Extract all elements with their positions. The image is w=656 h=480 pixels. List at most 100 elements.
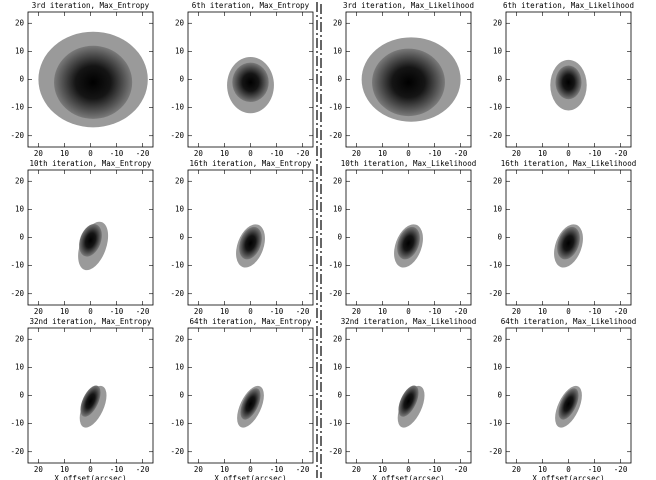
image-core [232,62,269,102]
x-axis-label: X offset(arcsec) [532,474,604,480]
y-tick-label: 0 [179,391,184,400]
x-tick-label: 0 [406,307,411,316]
panel: 32nd iteration, Max_Likelihood 20 10 0 -10 -2… [328,317,476,480]
x-tick-label: -10 [428,149,442,158]
y-tick-label: 10 [15,46,25,55]
x-tick-label: -20 [454,465,468,474]
panel-title: 32nd iteration, Max_Likelihood [341,317,476,326]
x-tick-label: 0 [88,307,93,316]
y-tick-label: -10 [488,419,502,428]
y-tick-label: -20 [10,447,24,456]
y-tick-label: -20 [488,447,502,456]
x-tick-label: 0 [88,465,93,474]
y-tick-label: 0 [337,233,342,242]
x-tick-label: -20 [296,307,310,316]
y-tick-label: 20 [493,334,503,343]
image-core [558,388,579,420]
y-tick-label: 0 [497,75,502,84]
x-tick-label: 0 [566,307,571,316]
x-tick-label: -20 [614,307,628,316]
y-tick-label: 20 [493,176,503,185]
x-tick-label: 20 [512,149,522,158]
y-tick-label: -20 [328,447,342,456]
x-tick-label: -10 [110,149,124,158]
image [550,59,587,111]
x-tick-label: 20 [352,307,362,316]
x-tick-label: -10 [110,465,124,474]
y-tick-label: -20 [488,289,502,298]
image [78,221,109,271]
image [38,31,148,128]
x-tick-label: 0 [88,149,93,158]
x-tick-label: -10 [588,465,602,474]
x-tick-label: -10 [588,149,602,158]
x-tick-label: -20 [136,465,150,474]
x-tick-label: -20 [136,149,150,158]
x-tick-label: 20 [34,149,44,158]
image-core [398,385,419,417]
panel-title: 10th iteration, Max_Likelihood [341,159,476,168]
x-tick-label: 20 [194,307,204,316]
image-core [397,226,420,260]
x-tick-label: -10 [428,465,442,474]
y-tick-label: 10 [493,46,503,55]
x-tick-label: 20 [352,465,362,474]
image [237,385,264,428]
y-tick-label: 20 [15,176,25,185]
y-tick-label: 20 [333,176,343,185]
x-tick-label: -20 [136,307,150,316]
x-tick-label: 20 [194,465,204,474]
y-tick-label: 10 [333,362,343,371]
y-tick-label: -10 [328,103,342,112]
x-tick-label: 0 [406,465,411,474]
y-tick-label: 10 [15,362,25,371]
x-axis-label: X offset(arcsec) [54,474,126,480]
x-tick-label: 0 [566,149,571,158]
y-tick-label: 20 [333,18,343,27]
y-tick-label: -10 [488,103,502,112]
y-tick-label: -10 [170,419,184,428]
image-core [54,45,133,119]
y-tick-label: 0 [19,391,24,400]
panel: 6th iteration, Max_Entropy 20 10 0 -10 -20 -20… [170,1,314,158]
y-tick-label: 0 [19,233,24,242]
y-tick-label: -20 [170,131,184,140]
y-tick-label: 0 [337,75,342,84]
x-tick-label: -20 [614,465,628,474]
x-tick-label: 10 [378,307,388,316]
y-tick-label: -10 [328,261,342,270]
y-tick-label: 0 [179,233,184,242]
x-tick-label: 10 [220,465,230,474]
x-tick-label: 20 [194,149,204,158]
image [236,224,265,268]
x-tick-label: 0 [248,465,253,474]
panel: 64th iteration, Max_Entropy 20 10 0 -10 -20 -2… [170,317,314,480]
y-tick-label: -10 [10,419,24,428]
x-tick-label: 0 [248,149,253,158]
x-tick-label: 20 [34,307,44,316]
y-tick-label: -20 [170,289,184,298]
y-tick-label: -20 [170,447,184,456]
image [79,385,107,428]
x-tick-label: 10 [60,465,70,474]
y-tick-label: 0 [179,75,184,84]
x-tick-label: 10 [60,307,70,316]
y-tick-label: 20 [175,334,185,343]
image [227,57,274,114]
x-tick-label: 10 [220,307,230,316]
y-tick-label: 10 [333,204,343,213]
panel-title: 6th iteration, Max_Entropy [192,1,310,10]
x-tick-label: 20 [512,307,522,316]
y-tick-label: 20 [175,18,185,27]
y-tick-label: -20 [328,131,342,140]
x-tick-label: -10 [110,307,124,316]
y-tick-label: -20 [328,289,342,298]
y-tick-label: -10 [170,261,184,270]
panel: 3rd iteration, Max_Entropy 20 10 0 -10 -20 -20… [10,1,154,158]
y-tick-label: 10 [15,204,25,213]
panel-title: 16th iteration, Max_Likelihood [501,159,636,168]
panel-title: 16th iteration, Max_Entropy [190,159,312,168]
x-tick-label: -10 [428,307,442,316]
y-tick-label: -20 [10,289,24,298]
x-tick-label: 10 [220,149,230,158]
